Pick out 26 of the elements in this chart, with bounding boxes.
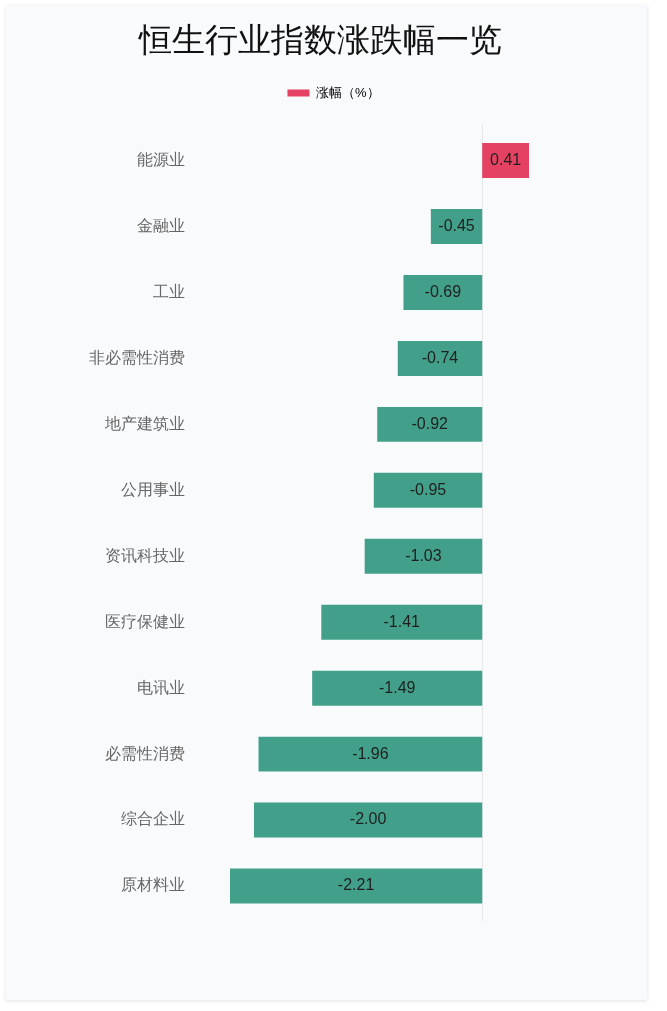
data-label: -0.74 [421, 348, 459, 366]
data-label: -1.41 [383, 612, 421, 630]
y-tick-label: 金融业 [137, 216, 185, 234]
y-tick-label: 医疗保健业 [105, 612, 185, 630]
data-label: -1.49 [378, 678, 416, 696]
chart-title: 恒生行业指数涨跌幅一览 [137, 20, 502, 58]
y-tick-label: 工业 [153, 282, 185, 300]
y-tick-label: 能源业 [137, 150, 185, 168]
y-tick-label: 电讯业 [137, 678, 185, 696]
data-label: -0.69 [424, 282, 462, 300]
data-label: -1.96 [352, 744, 389, 762]
data-label: -0.45 [438, 216, 475, 234]
y-tick-label: 公用事业 [121, 480, 185, 498]
data-label: -0.95 [409, 480, 447, 498]
data-label: -0.92 [411, 414, 449, 432]
y-tick-label: 必需性消费 [105, 744, 185, 762]
data-label: -1.03 [405, 546, 442, 564]
y-tick-label: 原材料业 [121, 876, 185, 894]
y-tick-label: 非必需性消费 [89, 348, 185, 366]
data-label: -2.21 [337, 876, 375, 894]
y-tick-label: 地产建筑业 [104, 414, 185, 432]
data-label: -2.00 [349, 810, 387, 828]
data-label: 0.41 [490, 150, 522, 168]
legend-label: 涨幅（%） [315, 84, 380, 100]
y-tick-label: 资讯科技业 [105, 546, 185, 564]
y-tick-label: 综合企业 [121, 810, 185, 828]
